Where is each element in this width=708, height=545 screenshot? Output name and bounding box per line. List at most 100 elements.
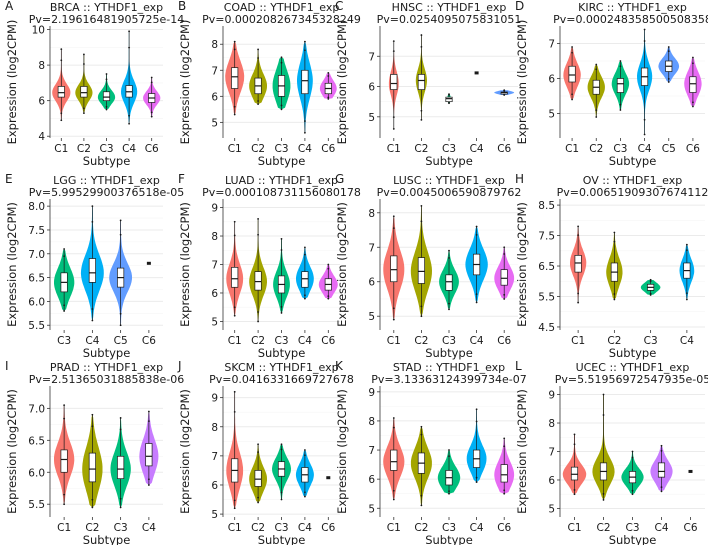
outlier-point (503, 93, 506, 96)
x-tick-label: C2 (251, 335, 265, 347)
x-axis-label: Subtype (425, 346, 473, 360)
violin-c5 (109, 219, 132, 327)
box (445, 96, 453, 103)
x-tick-label: C3 (274, 143, 288, 155)
y-axis-label: Expression (log2CPM) (335, 20, 349, 145)
outlier-point (573, 489, 576, 491)
outlier-point (420, 494, 423, 497)
outlier-point (503, 253, 506, 255)
violin-c6 (494, 246, 515, 300)
outlier-point (327, 297, 330, 300)
violin-c3 (437, 449, 461, 495)
y-tick-label: 8 (211, 231, 218, 243)
outlier-point (233, 314, 236, 317)
outlier-point (304, 246, 306, 249)
violin-c4 (296, 246, 314, 300)
x-tick-label: C3 (442, 522, 456, 534)
y-axis-label: Expression (log2CPM) (178, 202, 192, 327)
outlier-point (619, 103, 622, 106)
outlier-point (63, 310, 66, 312)
outlier-point (91, 506, 94, 509)
box (231, 266, 239, 288)
panel-pvalue: Pv=0.0254095075831051 (377, 13, 522, 26)
x-tick-label: C3 (625, 522, 639, 534)
outlier-point (128, 46, 131, 49)
outlier-point (304, 253, 306, 256)
panel-pvalue: Pv=0.000248358500508358 (553, 13, 708, 26)
y-tick-label: 6.5 (538, 261, 555, 273)
panel-a: A BRCA :: YTHDF1_expPv=2.19616481905725e-… (5, 0, 184, 168)
x-tick-label: C2 (414, 335, 428, 347)
outlier-point (692, 105, 694, 108)
outlier-point (83, 63, 85, 65)
x-axis-label: Subtype (609, 154, 657, 168)
x-tick-label: C1 (387, 143, 401, 155)
box (390, 255, 398, 283)
outlier-point (475, 481, 478, 483)
violin-c6 (146, 261, 151, 265)
outlier-point (327, 71, 330, 74)
x-axis-label: Subtype (425, 533, 473, 545)
outlier-point (613, 298, 616, 301)
y-tick-label: 5 (211, 316, 218, 328)
outlier-point (63, 248, 66, 250)
outlier-point (643, 40, 646, 42)
outlier-point (503, 445, 506, 448)
panel-letter: K (335, 359, 344, 373)
violin-c2 (592, 393, 615, 501)
panel-letter: G (335, 172, 344, 186)
box (301, 271, 309, 288)
y-tick-label: 5 (368, 311, 375, 323)
y-tick-label: 10 (32, 25, 45, 37)
panel-e: E LGG :: YTHDF1_expPv=5.99529900376518e-0… (5, 172, 184, 360)
box (657, 462, 666, 478)
outlier-point (233, 234, 236, 237)
box (117, 455, 125, 480)
y-tick-label: 8 (38, 60, 45, 72)
outlier-point (63, 255, 66, 258)
panel-letter: D (515, 0, 524, 13)
panel-g: G LUSC :: YTHDF1_expPv=0.0045006590879762… (335, 172, 521, 360)
outlier-point (147, 420, 150, 423)
outlier-point (619, 65, 622, 68)
outlier-point (573, 493, 576, 496)
box (254, 271, 262, 291)
violin-c6 (143, 76, 161, 118)
single-point (688, 469, 693, 473)
violin-c2 (606, 231, 623, 301)
y-tick-label: 6 (548, 74, 555, 86)
panel-title: LGG :: YTHDF1_exp (53, 174, 160, 187)
outlier-point (304, 49, 306, 52)
outlier-point (257, 48, 259, 51)
outlier-point (448, 492, 450, 495)
y-tick-label: 7 (368, 445, 375, 457)
y-tick-label: 6.5 (28, 435, 45, 447)
y-tick-label: 8 (211, 422, 218, 434)
panel-f: F LUAD :: YTHDF1_expPv=0.0001087311560801… (178, 172, 361, 360)
outlier-point (233, 113, 236, 116)
outlier-point (692, 62, 694, 65)
y-tick-label: 6.0 (28, 467, 45, 479)
violin-c3 (97, 73, 116, 111)
outlier-point (327, 267, 330, 270)
violin-c3 (445, 93, 453, 105)
violin-c6 (688, 469, 693, 473)
panel-title: HNSC :: YTHDF1_exp (392, 1, 507, 14)
box (570, 466, 579, 481)
y-tick-label: 5 (548, 109, 555, 121)
violin-c4 (650, 444, 673, 493)
outlier-point (420, 305, 423, 308)
box (574, 255, 582, 273)
outlier-point (503, 293, 506, 296)
panel-letter: A (5, 0, 14, 13)
box (57, 86, 65, 98)
outlier-point (327, 98, 330, 100)
outlier-point (63, 404, 66, 407)
outlier-point (280, 104, 283, 107)
panel-pvalue: Pv=0.000208267345328249 (202, 13, 361, 26)
panel-pvalue: Pv=0.00651909307674112 (557, 186, 708, 199)
x-tick-label: C2 (414, 522, 428, 534)
outlier-point (280, 448, 283, 451)
y-tick-label: 5 (368, 503, 375, 515)
x-tick-label: C2 (77, 143, 91, 155)
